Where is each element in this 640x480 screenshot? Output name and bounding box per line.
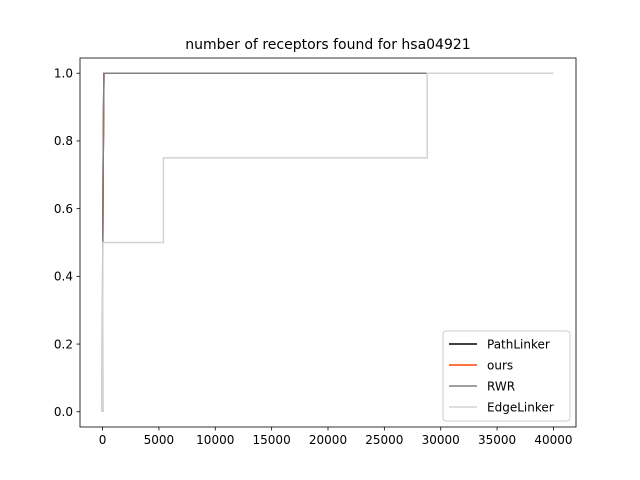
y-tick-label: 1.0: [54, 66, 73, 80]
x-tick-label: 5000: [144, 433, 175, 447]
legend-label-1: ours: [487, 358, 513, 372]
x-axis: 0 5000 10000 15000 20000 25000 30000 35000 40000: [99, 427, 573, 447]
series-line-3: [101, 72, 554, 412]
y-tick-label: 0.6: [54, 202, 73, 216]
y-axis: 0.0 0.2 0.4 0.6 0.8 1.0: [54, 66, 80, 419]
x-tick-label: 35000: [478, 433, 516, 447]
y-tick-label: 0.0: [54, 405, 73, 419]
x-tick-label: 0: [99, 433, 107, 447]
y-tick-label: 0.8: [54, 134, 73, 148]
legend-label-0: PathLinker: [487, 337, 550, 351]
y-tick-label: 0.4: [54, 270, 73, 284]
legend-label-2: RWR: [487, 379, 515, 393]
legend-label-3: EdgeLinker: [487, 400, 554, 414]
x-tick-label: 40000: [534, 433, 572, 447]
x-tick-label: 20000: [309, 433, 347, 447]
x-tick-label: 10000: [196, 433, 234, 447]
x-tick-label: 15000: [253, 433, 291, 447]
x-tick-label: 25000: [365, 433, 403, 447]
chart-title: number of receptors found for hsa04921: [185, 37, 470, 53]
legend-box: [442, 330, 571, 422]
series-lines: [101, 72, 554, 412]
legend: PathLinker ours RWR EdgeLinker: [442, 330, 571, 422]
x-tick-label: 30000: [422, 433, 460, 447]
y-tick-label: 0.2: [54, 337, 73, 351]
